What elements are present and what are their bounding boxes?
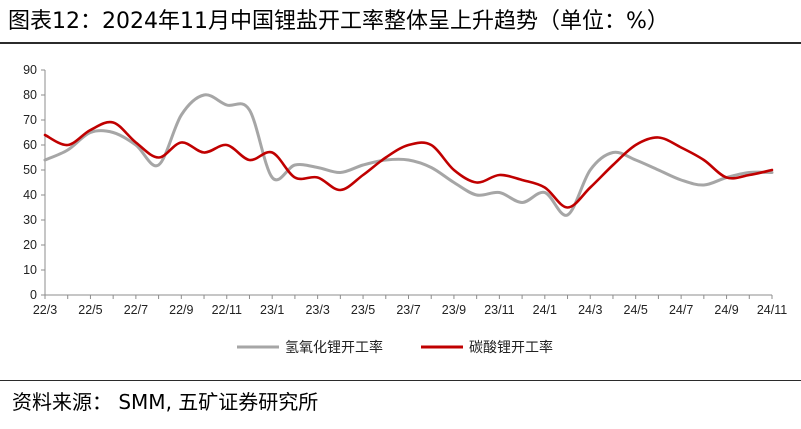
x-tick-label: 23/5 <box>351 303 375 317</box>
x-tick-label: 24/7 <box>669 303 693 317</box>
y-tick-label: 60 <box>23 138 37 152</box>
top-divider <box>0 42 801 44</box>
y-tick-label: 70 <box>23 113 37 127</box>
x-tick-label: 24/11 <box>757 303 787 317</box>
chart-axes: 0 10 20 30 40 50 60 70 80 90 22/3 22/5 22/7 22/9 22/11… <box>23 63 787 317</box>
x-tick-label: 24/9 <box>714 303 738 317</box>
y-tick-label: 10 <box>23 263 37 277</box>
x-tick-label: 23/1 <box>260 303 284 317</box>
x-tick-label: 24/1 <box>533 303 557 317</box>
x-tick-label: 23/3 <box>305 303 329 317</box>
y-tick-label: 0 <box>30 288 37 302</box>
x-tick-label: 22/7 <box>124 303 148 317</box>
legend-label-2: 碳酸锂开工率 <box>469 339 553 356</box>
bottom-divider <box>0 380 801 381</box>
y-tick-label: 90 <box>23 63 37 77</box>
legend-label-1: 氢氧化锂开工率 <box>285 339 383 356</box>
x-tick-label: 22/11 <box>212 303 242 317</box>
x-tick-label: 23/9 <box>442 303 466 317</box>
source-note: 资料来源： SMM, 五矿证券研究所 <box>12 390 319 414</box>
x-tick-label: 24/3 <box>578 303 602 317</box>
x-tick-label: 24/5 <box>624 303 648 317</box>
x-tick-label: 22/9 <box>169 303 193 317</box>
line-chart: 0 10 20 30 40 50 60 70 80 90 22/3 22/5 22/7 22/9 22/11… <box>23 63 787 356</box>
y-tick-label: 50 <box>23 163 37 177</box>
chart-title: 图表12：2024年11月中国锂盐开工率整体呈上升趋势（单位：%） <box>8 9 669 34</box>
x-tick-label: 22/5 <box>78 303 102 317</box>
y-tick-label: 30 <box>23 213 37 227</box>
series-line-2 <box>43 120 774 209</box>
y-tick-label: 80 <box>23 88 37 102</box>
series-layer <box>43 93 774 217</box>
y-tick-label: 40 <box>23 188 37 202</box>
y-tick-label: 20 <box>23 238 37 252</box>
x-tick-label: 23/7 <box>396 303 420 317</box>
chart-legend: 氢氧化锂开工率 碳酸锂开工率 <box>237 339 553 356</box>
x-tick-label: 22/3 <box>33 303 57 317</box>
x-tick-label: 23/11 <box>484 303 514 317</box>
